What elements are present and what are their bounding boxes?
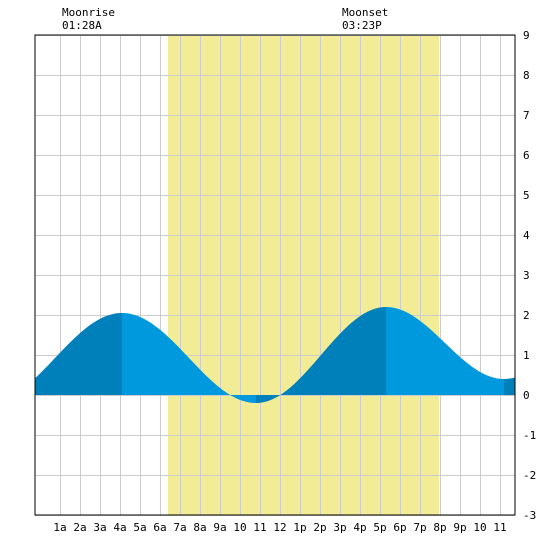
x-tick-label: 5p (373, 521, 386, 534)
x-tick-label: 1p (293, 521, 306, 534)
x-axis-ticks: 1a 2a 3a 4a 5a 6a 7a 8a 9a 10 11 12 1p 2p 3p 4p 5p 6p 7p 8p… (53, 521, 506, 534)
y-tick-label: -2 (523, 469, 536, 482)
tide-rising-segment (504, 377, 515, 395)
tide-area-layer (35, 307, 515, 403)
moonrise-label: Moonrise (62, 6, 115, 19)
x-tick-label: 8a (193, 521, 206, 534)
y-axis-ticks: -3 -2 -1 0 1 2 3 4 5 6 7 8 9 (523, 29, 536, 522)
moonrise-time: 01:28A (62, 19, 102, 32)
y-tick-label: 8 (523, 69, 530, 82)
x-tick-label: 11 (253, 521, 266, 534)
x-tick-label: 3a (93, 521, 106, 534)
y-tick-label: 4 (523, 229, 530, 242)
x-tick-label: 9a (213, 521, 226, 534)
y-tick-label: 0 (523, 389, 530, 402)
x-tick-label: 4a (113, 521, 126, 534)
y-tick-label: 3 (523, 269, 530, 282)
x-tick-label: 4p (353, 521, 366, 534)
y-tick-label: 7 (523, 109, 530, 122)
x-tick-label: 12 (273, 521, 286, 534)
x-tick-label: 7a (173, 521, 186, 534)
tide-rising-segment (256, 307, 386, 403)
y-tick-label: -3 (523, 509, 536, 522)
tide-falling-segment (122, 313, 256, 403)
x-tick-label: 2a (73, 521, 86, 534)
y-tick-label: 2 (523, 309, 530, 322)
x-tick-label: 6p (393, 521, 406, 534)
x-tick-label: 3p (333, 521, 346, 534)
x-tick-label: 8p (433, 521, 446, 534)
moonset-time: 03:23P (342, 19, 382, 32)
moonset-label: Moonset (342, 6, 388, 19)
x-tick-label: 2p (313, 521, 326, 534)
x-tick-label: 9p (453, 521, 466, 534)
tide-falling-segment (386, 307, 504, 395)
y-tick-label: 5 (523, 189, 530, 202)
x-tick-label: 7p (413, 521, 426, 534)
x-tick-label: 5a (133, 521, 146, 534)
y-tick-label: -1 (523, 429, 536, 442)
x-tick-label: 6a (153, 521, 166, 534)
y-tick-label: 6 (523, 149, 530, 162)
x-tick-label: 10 (233, 521, 246, 534)
x-tick-label: 11 (493, 521, 506, 534)
tide-rising-segment (35, 313, 122, 395)
x-tick-label: 10 (473, 521, 486, 534)
y-tick-label: 1 (523, 349, 530, 362)
x-tick-label: 1a (53, 521, 66, 534)
plot-frame (34, 34, 516, 516)
y-tick-label: 9 (523, 29, 530, 42)
grid-layer (35, 35, 515, 516)
